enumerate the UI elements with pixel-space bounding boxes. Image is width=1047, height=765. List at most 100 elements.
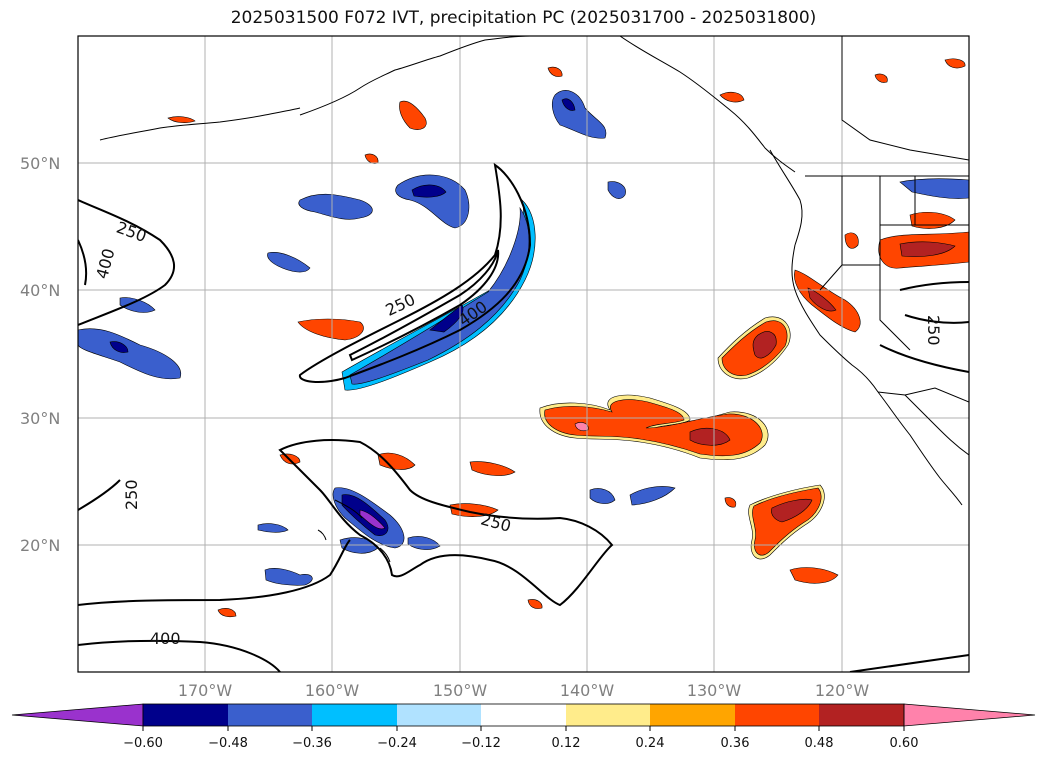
colorbar-bin-9 <box>819 704 904 726</box>
pos-area-west-1 <box>297 318 364 341</box>
neg-area-small-2 <box>257 523 289 533</box>
aleutian-islands <box>99 107 301 141</box>
pos-area-small-7 <box>719 91 745 103</box>
bc-coast <box>769 149 803 246</box>
lon-label-140w: 140°W <box>560 681 615 700</box>
pos-area-small-14 <box>724 497 737 508</box>
lat-label-40n: 40°N <box>20 281 60 300</box>
hawaii-islands <box>317 499 391 563</box>
neg-area-small-1 <box>264 568 313 586</box>
contour-label-250-southwest: 250 <box>122 479 141 510</box>
neg-area-upper-mid <box>395 174 470 229</box>
ivt-contour-400-south <box>78 539 351 672</box>
colorbar-tick-9: 0.60 <box>890 736 919 751</box>
colorbar-tick-2: −0.36 <box>292 736 332 751</box>
neg-area-upper-mid-core <box>411 184 447 198</box>
ivt-contour-bottom-right <box>849 654 969 672</box>
colorbar-bin-8 <box>735 704 819 726</box>
pos-area-north-pacific <box>399 100 427 130</box>
colorbar-tick-0: −0.60 <box>123 736 163 751</box>
contour-label-400-south: 400 <box>150 629 181 648</box>
colorbar-tick-1: −0.48 <box>208 736 248 751</box>
pos-area-small-9 <box>944 58 966 69</box>
pos-area-small-1 <box>377 452 416 470</box>
us-west-coast <box>791 244 879 393</box>
neg-area-southwest-peak <box>359 509 386 530</box>
colorbar-extend-high <box>903 703 1036 727</box>
map-title: 2025031500 F072 IVT, precipitation PC (2… <box>230 8 817 28</box>
coastlines <box>99 36 969 563</box>
pos-area-california-offshore-core <box>752 331 777 359</box>
positive-pc-areas <box>167 58 969 618</box>
state-lines <box>819 176 969 351</box>
pos-area-interior-core <box>899 241 956 257</box>
neg-area-gulf-core <box>561 98 576 111</box>
neg-area-upper-west <box>298 193 373 220</box>
ivt-contour-400-central <box>348 249 500 362</box>
neg-area-small-6 <box>119 297 156 313</box>
pos-area-small-10 <box>874 73 888 83</box>
pos-area-small-6 <box>547 66 563 77</box>
colorbar-bin-2 <box>228 704 312 726</box>
pos-area-subtropical-peak <box>574 422 589 432</box>
colorbar-tick-6: 0.24 <box>636 736 665 751</box>
ivt-contour-250-central <box>299 162 532 383</box>
pos-area-small-12 <box>527 599 543 609</box>
us-mexico-border <box>877 387 969 403</box>
colorbar-tick-3: −0.24 <box>377 736 417 751</box>
pos-area-north-2 <box>844 232 859 249</box>
colorbar-extend-low <box>11 703 144 727</box>
pos-area-small-5 <box>789 567 839 584</box>
colorbar-bin-4 <box>397 704 481 726</box>
graticule <box>78 36 969 672</box>
colorbar-tick-5: 0.12 <box>552 736 581 751</box>
longitude-labels: 170°W 160°W 150°W 140°W 130°W 120°W <box>178 681 870 700</box>
political-boundaries <box>805 36 969 403</box>
neg-area-small-7 <box>607 181 626 199</box>
colorbar-bin-5 <box>481 704 566 726</box>
pos-area-east-tropical-core <box>771 498 813 523</box>
lon-label-160w: 160°W <box>305 681 360 700</box>
colorbar: −0.60 −0.48 −0.36 −0.24 −0.12 0.12 0.24 … <box>11 703 1036 751</box>
alaska-coast <box>299 36 531 116</box>
ivt-contours <box>78 162 969 672</box>
colorbar-frame <box>142 703 905 727</box>
colorbar-tick-4: −0.12 <box>461 736 501 751</box>
gulf-of-california <box>904 394 969 456</box>
colorbar-bin-6 <box>566 704 650 726</box>
ivt-contour-250-east <box>879 281 969 373</box>
baja-coast <box>877 391 963 506</box>
map-panel: 250 400 250 400 250 250 400 250 <box>77 35 970 673</box>
colorbar-tick-8: 0.48 <box>805 736 834 751</box>
lat-label-50n: 50°N <box>20 154 60 173</box>
lon-label-120w: 120°W <box>815 681 870 700</box>
neg-area-central-core <box>429 304 464 333</box>
ivt-contour-250-tropical <box>278 439 614 607</box>
lon-label-170w: 170°W <box>178 681 233 700</box>
latitude-labels: 50°N 40°N 30°N 20°N <box>20 154 60 555</box>
contour-label-250-east: 250 <box>924 315 943 346</box>
neg-area-small-4 <box>629 486 676 506</box>
neg-area-west-edge <box>78 328 182 380</box>
lon-label-130w: 130°W <box>687 681 742 700</box>
map-frame <box>77 35 970 673</box>
colorbar-bin-3 <box>312 704 397 726</box>
neg-area-small-5 <box>267 252 311 273</box>
pos-area-small-8 <box>167 116 196 123</box>
neg-area-small-3 <box>589 488 616 504</box>
colorbar-bin-1 <box>143 704 228 726</box>
pos-area-small-3 <box>449 503 499 517</box>
lat-label-20n: 20°N <box>20 536 60 555</box>
colorbar-tick-7: 0.36 <box>721 736 750 751</box>
alaska-canada-border <box>841 36 969 161</box>
ivt-contour-250-southwest <box>78 479 121 511</box>
lat-label-30n: 30°N <box>20 409 60 428</box>
pos-area-subtropical-core <box>689 427 731 446</box>
ivt-contour-400-west <box>78 239 88 286</box>
pos-area-north-1 <box>909 211 956 229</box>
pos-area-small-11 <box>217 608 237 618</box>
neg-area-small-10 <box>407 536 441 550</box>
colorbar-bin-7 <box>650 704 735 726</box>
pos-area-small-2 <box>469 461 516 476</box>
